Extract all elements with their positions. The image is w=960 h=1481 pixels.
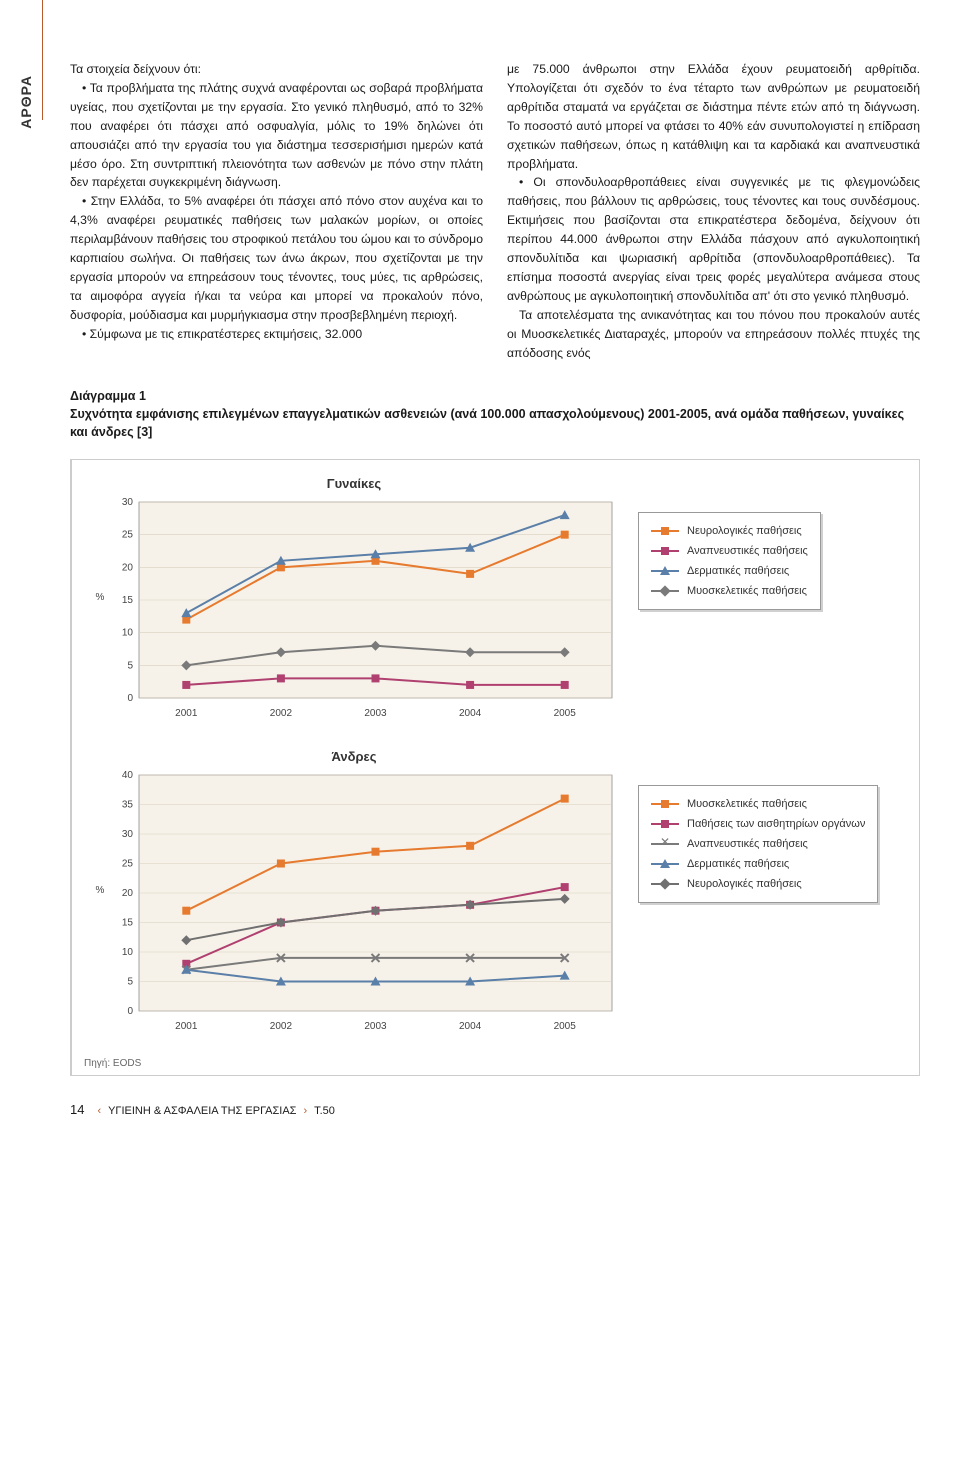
right-para-2: • Οι σπονδυλοαρθροπάθειες είναι συγγενικ… <box>507 173 920 305</box>
diagram-heading: Διάγραμμα 1 Συχνότητα εμφάνισης επιλεγμέ… <box>70 387 920 441</box>
svg-text:2005: 2005 <box>554 1021 577 1032</box>
svg-text:25: 25 <box>122 858 134 869</box>
svg-text:2004: 2004 <box>459 708 482 719</box>
legend-label: Αναπνευστικές παθήσεις <box>687 838 808 850</box>
page-root: ΑΡΘΡΑ Τα στοιχεία δείχνουν ότι: • Τα προ… <box>0 0 960 1157</box>
legend-item: Μυοσκελετικές παθήσεις <box>651 581 808 601</box>
svg-text:0: 0 <box>127 1006 133 1017</box>
svg-text:5: 5 <box>127 660 133 671</box>
svg-text:0: 0 <box>127 693 133 704</box>
legend-label: Δερματικές παθήσεις <box>687 565 789 577</box>
svg-text:2003: 2003 <box>364 708 387 719</box>
svg-text:10: 10 <box>122 947 134 958</box>
legend-label: Νευρολογικές παθήσεις <box>687 525 802 537</box>
footer-sep-1: ‹ <box>98 1105 102 1117</box>
svg-text:2004: 2004 <box>459 1021 482 1032</box>
svg-text:2003: 2003 <box>364 1021 387 1032</box>
svg-text:40: 40 <box>122 770 134 781</box>
page-number: 14 <box>70 1102 84 1117</box>
svg-text:30: 30 <box>122 829 134 840</box>
right-para-1: με 75.000 άνθρωποι στην Ελλάδα έχουν ρευ… <box>507 60 920 173</box>
legend-item: Μυοσκελετικές παθήσεις <box>651 794 865 814</box>
svg-text:Γυναίκες: Γυναίκες <box>327 476 382 491</box>
svg-text:25: 25 <box>122 530 134 541</box>
legend-label: Αναπνευστικές παθήσεις <box>687 545 808 557</box>
svg-text:30: 30 <box>122 497 134 508</box>
legend-item: ✕Αναπνευστικές παθήσεις <box>651 834 865 854</box>
diagram-label: Διάγραμμα 1 <box>70 389 146 403</box>
footer-issue: Τ.50 <box>314 1105 335 1117</box>
svg-text:2002: 2002 <box>270 708 293 719</box>
page-footer: 14 ‹ ΥΓΙΕΙΝΗ & ΑΣΦΑΛΕΙΑ ΤΗΣ ΕΡΓΑΣΙΑΣ › Τ… <box>70 1102 920 1117</box>
chart-frame: Γυναίκες051015202530%2001200220032004200… <box>70 459 920 1076</box>
section-label: ΑΡΘΡΑ <box>18 75 34 129</box>
column-left: Τα στοιχεία δείχνουν ότι: • Τα προβλήματ… <box>70 60 483 363</box>
intro-line: Τα στοιχεία δείχνουν ότι: <box>70 60 483 79</box>
chart-source: Πηγή: EODS <box>84 1058 907 1069</box>
svg-text:Άνδρες: Άνδρες <box>332 749 377 764</box>
legend-label: Μυοσκελετικές παθήσεις <box>687 798 807 810</box>
svg-text:15: 15 <box>122 917 134 928</box>
svg-text:2005: 2005 <box>554 708 577 719</box>
chart-women-block: Γυναίκες 0 5 10 15 20 25 30% 2001 2002 2003 2004 200… <box>84 472 907 737</box>
sidebar-rule <box>42 0 43 120</box>
svg-text:%: % <box>96 592 105 603</box>
legend-label: Δερματικές παθήσεις <box>687 858 789 870</box>
legend-item: Νευρολογικές παθήσεις <box>651 521 808 541</box>
legend-item: Αναπνευστικές παθήσεις <box>651 541 808 561</box>
chart-men-block: Άνδρες 0 5 10 15 20 25 30 35 40% 2001 2002 2003 2004 2… <box>84 745 907 1050</box>
diagram-caption: Συχνότητα εμφάνισης επιλεγμένων επαγγελμ… <box>70 407 904 439</box>
legend-label: Παθήσεις των αισθητηρίων οργάνων <box>687 818 865 830</box>
svg-text:2001: 2001 <box>175 708 198 719</box>
legend-item: Παθήσεις των αισθητηρίων οργάνων <box>651 814 865 834</box>
legend-item: Δερματικές παθήσεις <box>651 854 865 874</box>
right-para-3: Τα αποτελέσματα της ανικανότητας και του… <box>507 306 920 363</box>
svg-text:20: 20 <box>122 562 134 573</box>
svg-text:35: 35 <box>122 799 134 810</box>
body-columns: Τα στοιχεία δείχνουν ότι: • Τα προβλήματ… <box>70 60 920 363</box>
chart-men-legend: Μυοσκελετικές παθήσεις Παθήσεις των αισθη… <box>638 785 878 903</box>
left-para-2: • Στην Ελλάδα, το 5% αναφέρει ότι πάσχει… <box>70 192 483 324</box>
left-para-3: • Σύμφωνα με τις επικρατέστερες εκτιμήσε… <box>70 325 483 344</box>
legend-item: Νευρολογικές παθήσεις <box>651 874 865 894</box>
footer-publication: ΥΓΙΕΙΝΗ & ΑΣΦΑΛΕΙΑ ΤΗΣ ΕΡΓΑΣΙΑΣ <box>108 1105 296 1117</box>
chart-women-plot: Γυναίκες 0 5 10 15 20 25 30% 2001 2002 2003 2004 200… <box>84 472 624 737</box>
footer-sep-2: › <box>304 1105 308 1117</box>
svg-text:5: 5 <box>127 976 133 987</box>
svg-text:10: 10 <box>122 628 134 639</box>
left-para-1: • Τα προβλήματα της πλάτης συχνά αναφέρο… <box>70 79 483 192</box>
column-right: με 75.000 άνθρωποι στην Ελλάδα έχουν ρευ… <box>507 60 920 363</box>
svg-text:2001: 2001 <box>175 1021 198 1032</box>
legend-item: Δερματικές παθήσεις <box>651 561 808 581</box>
svg-text:%: % <box>96 885 105 896</box>
legend-label: Νευρολογικές παθήσεις <box>687 878 802 890</box>
chart-men-plot: Άνδρες 0 5 10 15 20 25 30 35 40% 2001 2002 2003 2004 2… <box>84 745 624 1050</box>
svg-text:20: 20 <box>122 888 134 899</box>
chart-women-legend: Νευρολογικές παθήσεις Αναπνευστικές παθήσ… <box>638 512 821 610</box>
svg-text:15: 15 <box>122 595 134 606</box>
legend-label: Μυοσκελετικές παθήσεις <box>687 585 807 597</box>
svg-text:2002: 2002 <box>270 1021 293 1032</box>
